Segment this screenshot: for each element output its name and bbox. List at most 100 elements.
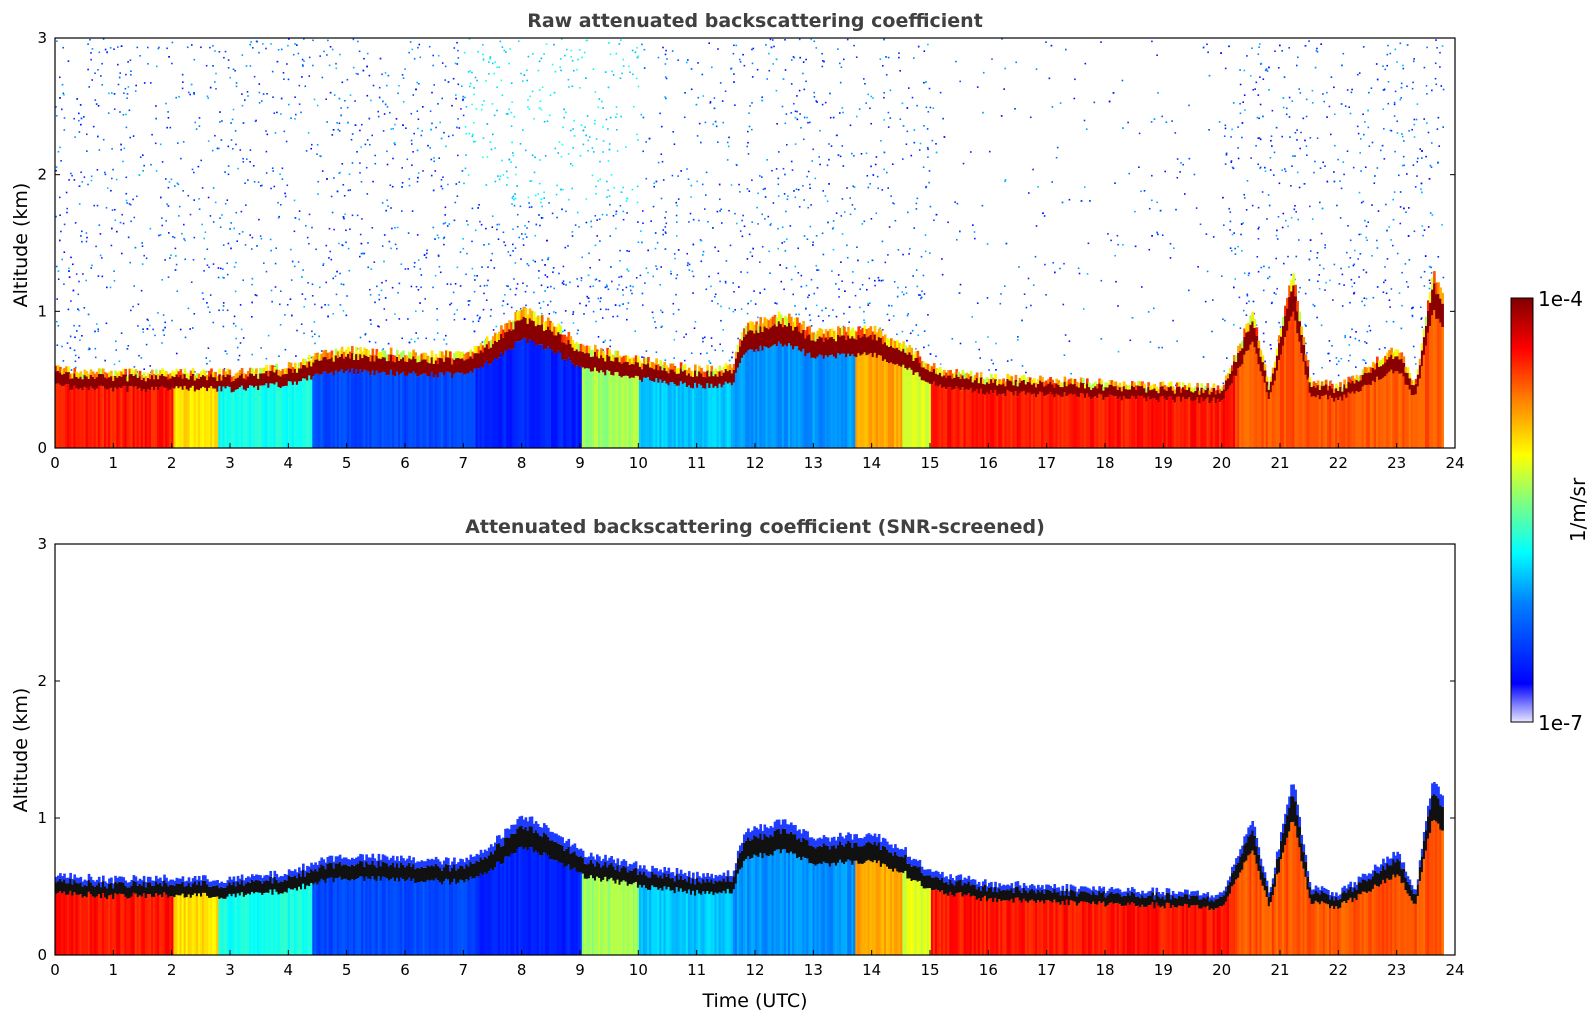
layer-band [208, 376, 211, 388]
noise-speck [1304, 139, 1306, 142]
noise-speck [1246, 293, 1249, 296]
backscatter-column [75, 388, 79, 448]
layer-band [483, 347, 487, 364]
layer-band [238, 375, 242, 388]
layer-band [185, 378, 189, 390]
layer-fringe [736, 344, 740, 353]
noise-speck [746, 188, 749, 190]
noise-speck [436, 234, 439, 237]
noise-speck [1421, 326, 1423, 328]
noise-speck [675, 214, 678, 217]
noise-speck [474, 76, 477, 79]
layer-fringe [643, 357, 646, 364]
noise-speck [1250, 75, 1252, 77]
layer-fringe [918, 356, 922, 363]
noise-speck [1231, 128, 1233, 131]
noise-speck [853, 155, 855, 157]
noise-speck [390, 128, 392, 130]
layer-band [506, 331, 509, 351]
layer-band [342, 358, 346, 373]
backscatter-column [712, 387, 716, 448]
noise-speck [793, 57, 796, 59]
noise-speck [242, 122, 245, 124]
noise-speck [1243, 94, 1246, 96]
noise-speck [1244, 197, 1246, 199]
noise-speck [1383, 158, 1386, 160]
layer-band [426, 362, 430, 376]
noise-speck [659, 284, 661, 286]
layer-band [692, 376, 695, 389]
layer-fringe [667, 367, 671, 374]
layer-fringe [822, 333, 826, 342]
noise-speck [452, 77, 455, 80]
layer-band [953, 377, 956, 389]
layer-band [457, 357, 460, 373]
noise-speck [1021, 365, 1024, 367]
noise-speck [1258, 117, 1260, 120]
noise-speck [59, 196, 61, 199]
noise-speck [564, 246, 567, 249]
noise-speck [522, 238, 524, 240]
noise-speck [280, 290, 282, 292]
noise-speck [583, 313, 585, 315]
noise-speck [106, 187, 109, 189]
noise-speck [227, 242, 230, 245]
layer-band [545, 329, 548, 349]
layer-band [849, 338, 852, 357]
noise-speck [1368, 325, 1371, 327]
noise-speck [882, 65, 884, 67]
layer-band [922, 367, 926, 381]
layer-band [412, 356, 415, 372]
noise-speck [346, 106, 349, 109]
layer-band [632, 364, 636, 378]
noise-speck [1439, 66, 1441, 68]
noise-speck [207, 306, 209, 308]
noise-speck [499, 175, 502, 178]
noise-speck [476, 314, 479, 317]
noise-speck [816, 269, 818, 271]
layer-band [722, 372, 726, 385]
noise-speck [279, 173, 281, 175]
layer-fringe [751, 321, 754, 331]
noise-speck [61, 345, 63, 348]
noise-speck [463, 318, 466, 320]
noise-speck [136, 195, 138, 198]
noise-speck [1351, 88, 1353, 91]
backscatter-column [667, 385, 671, 448]
layer-band [728, 370, 732, 383]
noise-speck [842, 165, 845, 167]
noise-speck [722, 329, 725, 331]
layer-band [459, 358, 462, 374]
layer-fringe [183, 368, 187, 375]
noise-speck [1268, 266, 1270, 269]
noise-speck [712, 123, 714, 126]
noise-speck [519, 205, 522, 208]
noise-speck [483, 292, 485, 295]
noise-speck [321, 170, 324, 172]
noise-speck [288, 38, 290, 40]
noise-speck [599, 160, 601, 163]
noise-speck [222, 302, 225, 304]
layer-fringe [408, 351, 411, 359]
noise-speck [796, 110, 798, 113]
noise-speck [592, 285, 594, 287]
noise-speck [384, 72, 387, 74]
noise-speck [1268, 66, 1270, 69]
layer-band [106, 378, 109, 390]
noise-speck [564, 310, 567, 312]
noise-speck [676, 274, 679, 276]
noise-speck [990, 359, 993, 361]
layer-fringe [481, 345, 485, 353]
layer-band [920, 367, 924, 381]
noise-speck [609, 116, 612, 119]
layer-band [263, 373, 266, 386]
backscatter-column [314, 373, 317, 448]
layer-fringe [953, 372, 956, 378]
noise-speck [1320, 324, 1323, 327]
noise-speck [186, 46, 189, 49]
layer-band [765, 327, 769, 348]
noise-speck [756, 206, 758, 209]
layer-fringe [510, 322, 513, 331]
noise-speck [1257, 228, 1260, 230]
noise-speck [1173, 247, 1175, 249]
